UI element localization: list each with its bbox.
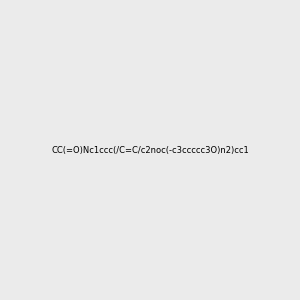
Text: CC(=O)Nc1ccc(/C=C/c2noc(-c3ccccc3O)n2)cc1: CC(=O)Nc1ccc(/C=C/c2noc(-c3ccccc3O)n2)cc…	[51, 146, 249, 154]
